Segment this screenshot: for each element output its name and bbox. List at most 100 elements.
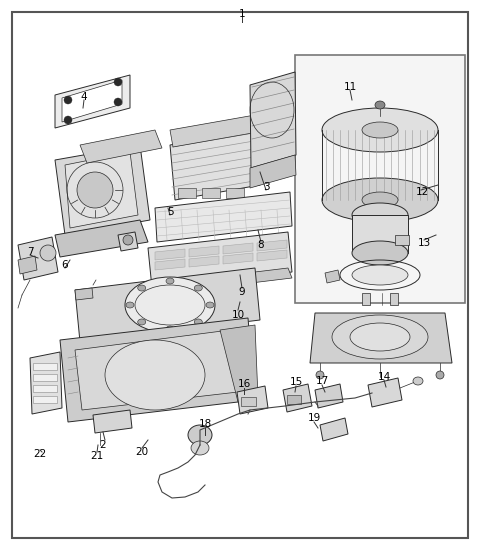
- Ellipse shape: [322, 178, 438, 222]
- Polygon shape: [75, 268, 260, 342]
- Text: 20: 20: [135, 447, 149, 457]
- Text: 17: 17: [315, 376, 329, 386]
- Ellipse shape: [413, 377, 423, 385]
- Polygon shape: [223, 253, 253, 264]
- Ellipse shape: [166, 278, 174, 284]
- Text: 21: 21: [90, 451, 104, 461]
- Polygon shape: [220, 325, 258, 402]
- Polygon shape: [189, 246, 219, 257]
- Text: 7: 7: [27, 247, 33, 257]
- Text: 18: 18: [198, 419, 212, 429]
- Polygon shape: [257, 250, 287, 261]
- Ellipse shape: [375, 101, 385, 109]
- Polygon shape: [148, 232, 292, 288]
- Bar: [33, 396, 57, 403]
- Polygon shape: [155, 192, 292, 242]
- Ellipse shape: [194, 319, 202, 325]
- Text: 22: 22: [34, 449, 47, 459]
- Ellipse shape: [188, 425, 212, 445]
- Ellipse shape: [138, 285, 146, 291]
- Ellipse shape: [352, 265, 408, 285]
- Text: 16: 16: [238, 379, 251, 389]
- Bar: [33, 374, 57, 381]
- Ellipse shape: [166, 326, 174, 332]
- Polygon shape: [310, 313, 452, 363]
- Ellipse shape: [64, 96, 72, 104]
- Polygon shape: [75, 330, 238, 410]
- Bar: [226, 188, 244, 198]
- Text: 14: 14: [377, 372, 391, 382]
- Polygon shape: [170, 130, 260, 200]
- Polygon shape: [189, 256, 219, 267]
- Polygon shape: [30, 352, 62, 414]
- Ellipse shape: [114, 98, 122, 106]
- Bar: [287, 395, 301, 404]
- Ellipse shape: [362, 122, 398, 138]
- Polygon shape: [60, 318, 255, 422]
- Ellipse shape: [362, 192, 398, 208]
- Polygon shape: [18, 237, 58, 280]
- Ellipse shape: [114, 78, 122, 86]
- Bar: [362, 293, 370, 305]
- Polygon shape: [55, 220, 148, 257]
- Ellipse shape: [191, 441, 209, 455]
- Polygon shape: [155, 259, 185, 270]
- Ellipse shape: [332, 315, 428, 359]
- Polygon shape: [155, 249, 185, 260]
- Ellipse shape: [316, 371, 324, 379]
- Bar: [390, 293, 398, 305]
- Ellipse shape: [64, 116, 72, 124]
- Polygon shape: [250, 155, 296, 188]
- Text: 3: 3: [263, 182, 269, 192]
- Polygon shape: [237, 386, 268, 414]
- Polygon shape: [325, 270, 340, 283]
- Ellipse shape: [77, 172, 113, 208]
- Ellipse shape: [126, 302, 134, 308]
- Polygon shape: [80, 130, 162, 163]
- Bar: [295, 55, 465, 303]
- Polygon shape: [18, 256, 37, 274]
- Text: 2: 2: [100, 440, 106, 450]
- Ellipse shape: [352, 241, 408, 265]
- Polygon shape: [368, 378, 402, 407]
- Ellipse shape: [322, 108, 438, 152]
- Bar: [33, 385, 57, 392]
- Text: 12: 12: [415, 187, 429, 197]
- Text: 4: 4: [81, 92, 87, 102]
- Text: 9: 9: [239, 287, 245, 297]
- Ellipse shape: [40, 245, 56, 261]
- Ellipse shape: [123, 235, 133, 245]
- Text: 1: 1: [239, 9, 245, 19]
- Polygon shape: [93, 410, 132, 433]
- Bar: [241, 397, 256, 406]
- Text: 5: 5: [167, 207, 173, 217]
- Text: 10: 10: [231, 310, 245, 320]
- Text: 19: 19: [307, 413, 321, 423]
- Text: 15: 15: [289, 377, 302, 387]
- Bar: [202, 188, 220, 198]
- Bar: [178, 188, 196, 198]
- Text: 6: 6: [62, 260, 68, 270]
- Polygon shape: [223, 243, 253, 254]
- Polygon shape: [250, 72, 296, 168]
- Ellipse shape: [105, 340, 205, 410]
- Text: 13: 13: [418, 238, 431, 248]
- Polygon shape: [320, 418, 348, 441]
- Polygon shape: [118, 232, 138, 251]
- Ellipse shape: [138, 319, 146, 325]
- Polygon shape: [75, 288, 93, 300]
- Polygon shape: [148, 268, 292, 295]
- Bar: [33, 363, 57, 370]
- Ellipse shape: [125, 277, 215, 333]
- Bar: [395, 235, 409, 245]
- Ellipse shape: [352, 203, 408, 227]
- Polygon shape: [283, 384, 312, 412]
- Polygon shape: [315, 384, 343, 408]
- Polygon shape: [65, 152, 138, 228]
- Polygon shape: [170, 115, 258, 147]
- Ellipse shape: [350, 323, 410, 351]
- Polygon shape: [257, 240, 287, 251]
- Ellipse shape: [194, 285, 202, 291]
- Bar: [352, 215, 408, 253]
- Ellipse shape: [206, 302, 214, 308]
